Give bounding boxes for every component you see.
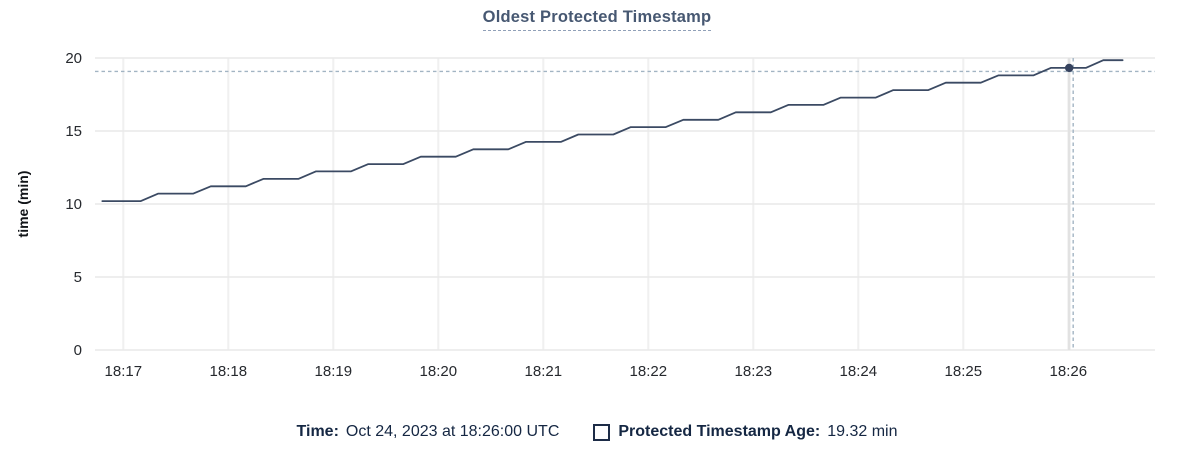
hover-legend: Time: Oct 24, 2023 at 18:26:00 UTC Prote… <box>0 420 1194 444</box>
x-tick-label: 18:19 <box>315 363 353 380</box>
series-line <box>101 59 1124 203</box>
x-tick-label: 18:25 <box>945 363 983 380</box>
x-tick-label: 18:18 <box>210 363 248 380</box>
x-tick-label: 18:23 <box>735 363 773 380</box>
legend-time-value: Oct 24, 2023 at 18:26:00 UTC <box>345 423 560 440</box>
y-axis-title: time (min) <box>15 171 31 238</box>
x-tick-label: 18:20 <box>420 363 458 380</box>
legend-time-label: Time: <box>296 423 339 440</box>
x-tick-label: 18:26 <box>1050 363 1088 380</box>
y-tick-label: 10 <box>65 196 82 213</box>
x-tick-label: 18:21 <box>525 363 563 380</box>
x-tick-label: 18:17 <box>105 363 143 380</box>
x-tick-label: 18:24 <box>840 363 878 380</box>
y-tick-label: 5 <box>74 269 82 286</box>
legend-series-value: 19.32 min <box>827 423 898 440</box>
chart-header: Oldest Protected Timestamp <box>0 8 1194 31</box>
x-tick-label: 18:22 <box>630 363 668 380</box>
y-tick-label: 20 <box>65 50 82 67</box>
y-tick-label: 0 <box>74 342 82 359</box>
series-swatch-square-icon <box>593 423 611 441</box>
legend-series-label: Protected Timestamp Age: <box>618 423 821 440</box>
chart-title[interactable]: Oldest Protected Timestamp <box>482 8 712 31</box>
y-tick-label: 15 <box>65 123 82 140</box>
timeseries-plot-area[interactable]: 18:17 18:18 18:19 18:20 18:21 18:22 18:23 18:24… <box>0 0 1194 400</box>
hover-point-marker <box>1064 63 1074 73</box>
